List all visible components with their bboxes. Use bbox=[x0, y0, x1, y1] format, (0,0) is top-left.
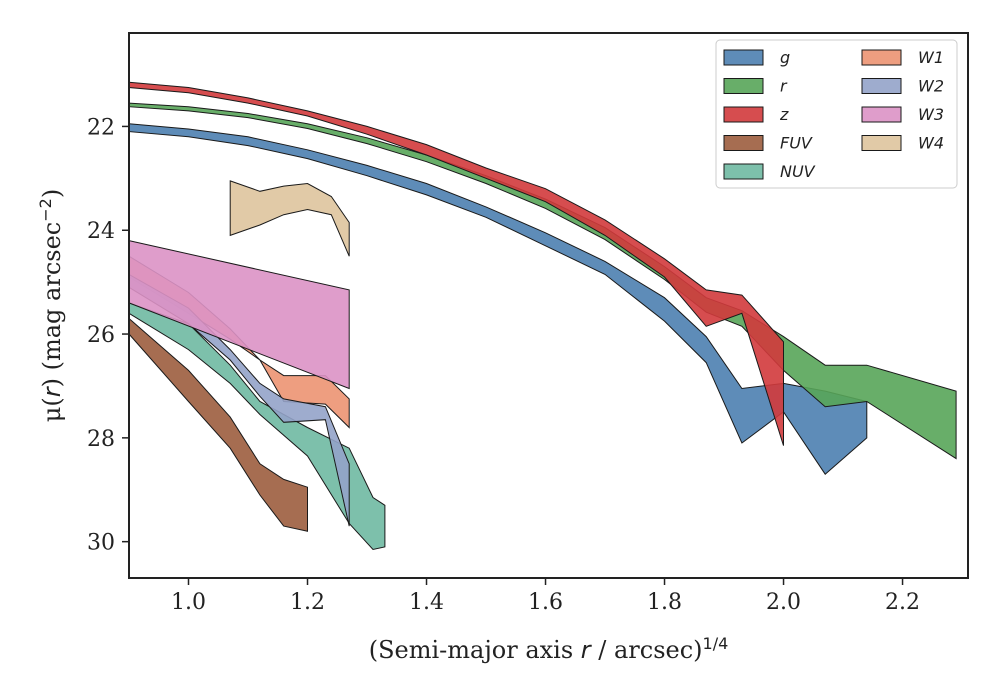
legend-label-fuv: FUV bbox=[780, 134, 813, 153]
y-tick-label: 26 bbox=[87, 323, 115, 348]
x-tick-label: 1.0 bbox=[171, 590, 206, 615]
legend-label-r: r bbox=[780, 77, 788, 96]
x-tick-label: 1.2 bbox=[290, 590, 325, 615]
plot-frame bbox=[128, 32, 969, 579]
x-tick-label: 2.0 bbox=[766, 590, 801, 615]
x-axis-label: (Semi-major axis r / arcsec)1/4 bbox=[369, 634, 729, 665]
legend-swatch-w1 bbox=[861, 49, 902, 66]
legend-label-z: z bbox=[779, 105, 789, 124]
legend-label-w2: W2 bbox=[918, 77, 944, 96]
legend-label-w4: W4 bbox=[918, 134, 944, 153]
x-tick-label: 2.2 bbox=[885, 590, 920, 615]
x-tick-label: 1.8 bbox=[647, 590, 682, 615]
band-fuv bbox=[128, 317, 308, 532]
band-z bbox=[128, 81, 784, 446]
x-tick-label: 1.6 bbox=[528, 590, 563, 615]
legend-swatch-z bbox=[723, 106, 764, 123]
legend-swatch-w4 bbox=[861, 135, 902, 151]
legend-swatch-w2 bbox=[861, 78, 902, 94]
legend: grz FUV NUV W1 W2 W3 W4 bbox=[715, 39, 958, 189]
y-tick-label: 30 bbox=[87, 531, 115, 556]
legend-label-g: g bbox=[780, 48, 790, 67]
legend-swatch-g bbox=[723, 49, 764, 66]
y-tick-label: 28 bbox=[87, 427, 115, 452]
legend-label-w3: W3 bbox=[918, 105, 944, 124]
x-tick-label: 1.4 bbox=[409, 590, 444, 615]
y-tick-label: 24 bbox=[87, 219, 115, 244]
legend-label-nuv: NUV bbox=[780, 162, 816, 181]
y-tick-label: 22 bbox=[87, 115, 115, 140]
y-axis-label: μ(r) (mag arcsec−2) bbox=[36, 189, 67, 422]
x-axis: 1.0 1.2 1.4 1.6 1.8 2.0 2.2 bbox=[171, 578, 920, 615]
legend-label-w1: W1 bbox=[918, 48, 944, 67]
y-axis: 22 24 26 28 30 bbox=[87, 115, 129, 556]
band-w4 bbox=[229, 180, 350, 257]
band-g bbox=[128, 123, 868, 475]
legend-swatch-nuv bbox=[723, 163, 764, 180]
legend-swatch-fuv bbox=[723, 135, 764, 151]
band-nuv bbox=[128, 302, 386, 551]
legend-swatch-r bbox=[723, 78, 764, 94]
legend-swatch-w3 bbox=[861, 106, 902, 123]
